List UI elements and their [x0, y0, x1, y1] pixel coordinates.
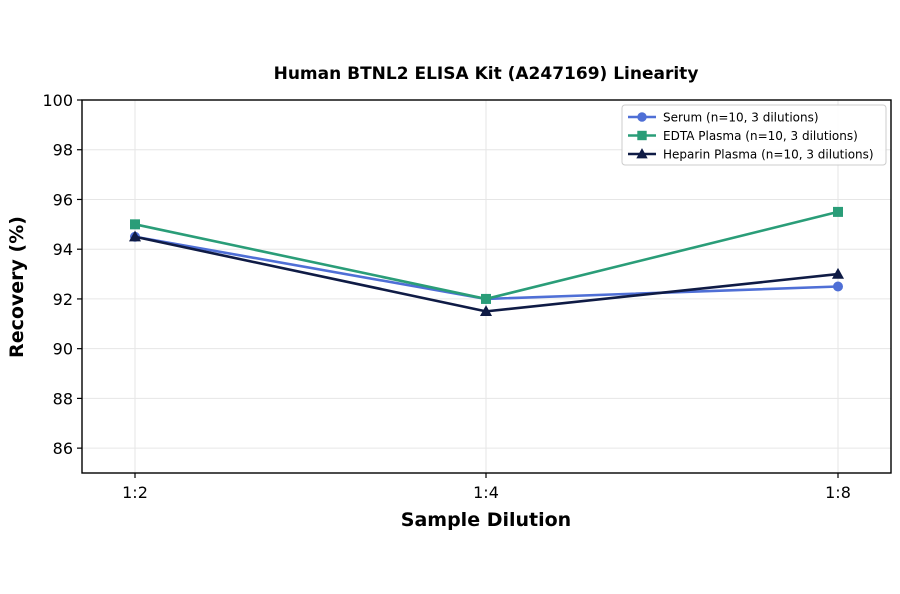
x-tick-label: 1:8	[825, 483, 851, 502]
data-point-marker	[831, 267, 845, 279]
legend: Serum (n=10, 3 dilutions) EDTA Plasma (n=…	[621, 104, 887, 166]
legend-box	[621, 104, 887, 166]
legend-item: Serum (n=10, 3 dilutions)	[628, 111, 819, 125]
series-layer	[128, 206, 845, 317]
y-tick-label: 96	[53, 190, 73, 209]
legend-item: Heparin Plasma (n=10, 3 dilutions)	[628, 148, 874, 162]
tick-layer: 86 88 90 92 94 96 98 100 1:2 1:4 1:8	[42, 91, 850, 502]
data-point-marker	[479, 305, 493, 317]
legend-item: EDTA Plasma (n=10, 3 dilutions)	[628, 129, 858, 143]
y-tick-label: 94	[53, 240, 73, 259]
data-point-marker	[128, 230, 142, 242]
series-2	[130, 206, 843, 304]
y-tick-label: 90	[53, 340, 73, 359]
y-tick-label: 100	[42, 91, 73, 110]
legend-swatch-marker	[636, 148, 648, 159]
legend-label: Heparin Plasma (n=10, 3 dilutions)	[663, 148, 874, 162]
x-tick-label: 1:4	[473, 483, 499, 502]
legend-swatch-marker	[637, 112, 647, 122]
y-axis-label: Recovery (%)	[6, 216, 28, 358]
legend-label: EDTA Plasma (n=10, 3 dilutions)	[663, 129, 858, 143]
data-point-marker	[130, 219, 140, 230]
x-axis-label: Sample Dilution	[401, 509, 571, 531]
legend-label: Serum (n=10, 3 dilutions)	[663, 111, 819, 125]
y-tick-label: 92	[53, 290, 73, 309]
legend-swatch-marker	[637, 130, 647, 141]
series-3	[128, 230, 845, 317]
y-tick-label: 98	[53, 141, 73, 160]
data-point-marker	[833, 206, 843, 217]
x-tick-label: 1:2	[122, 483, 148, 502]
y-tick-label: 88	[53, 389, 73, 408]
data-point-marker	[833, 281, 843, 292]
data-point-marker	[481, 293, 491, 304]
y-tick-label: 86	[53, 439, 73, 458]
chart-title: Human BTNL2 ELISA Kit (A247169) Linearit…	[274, 64, 699, 84]
